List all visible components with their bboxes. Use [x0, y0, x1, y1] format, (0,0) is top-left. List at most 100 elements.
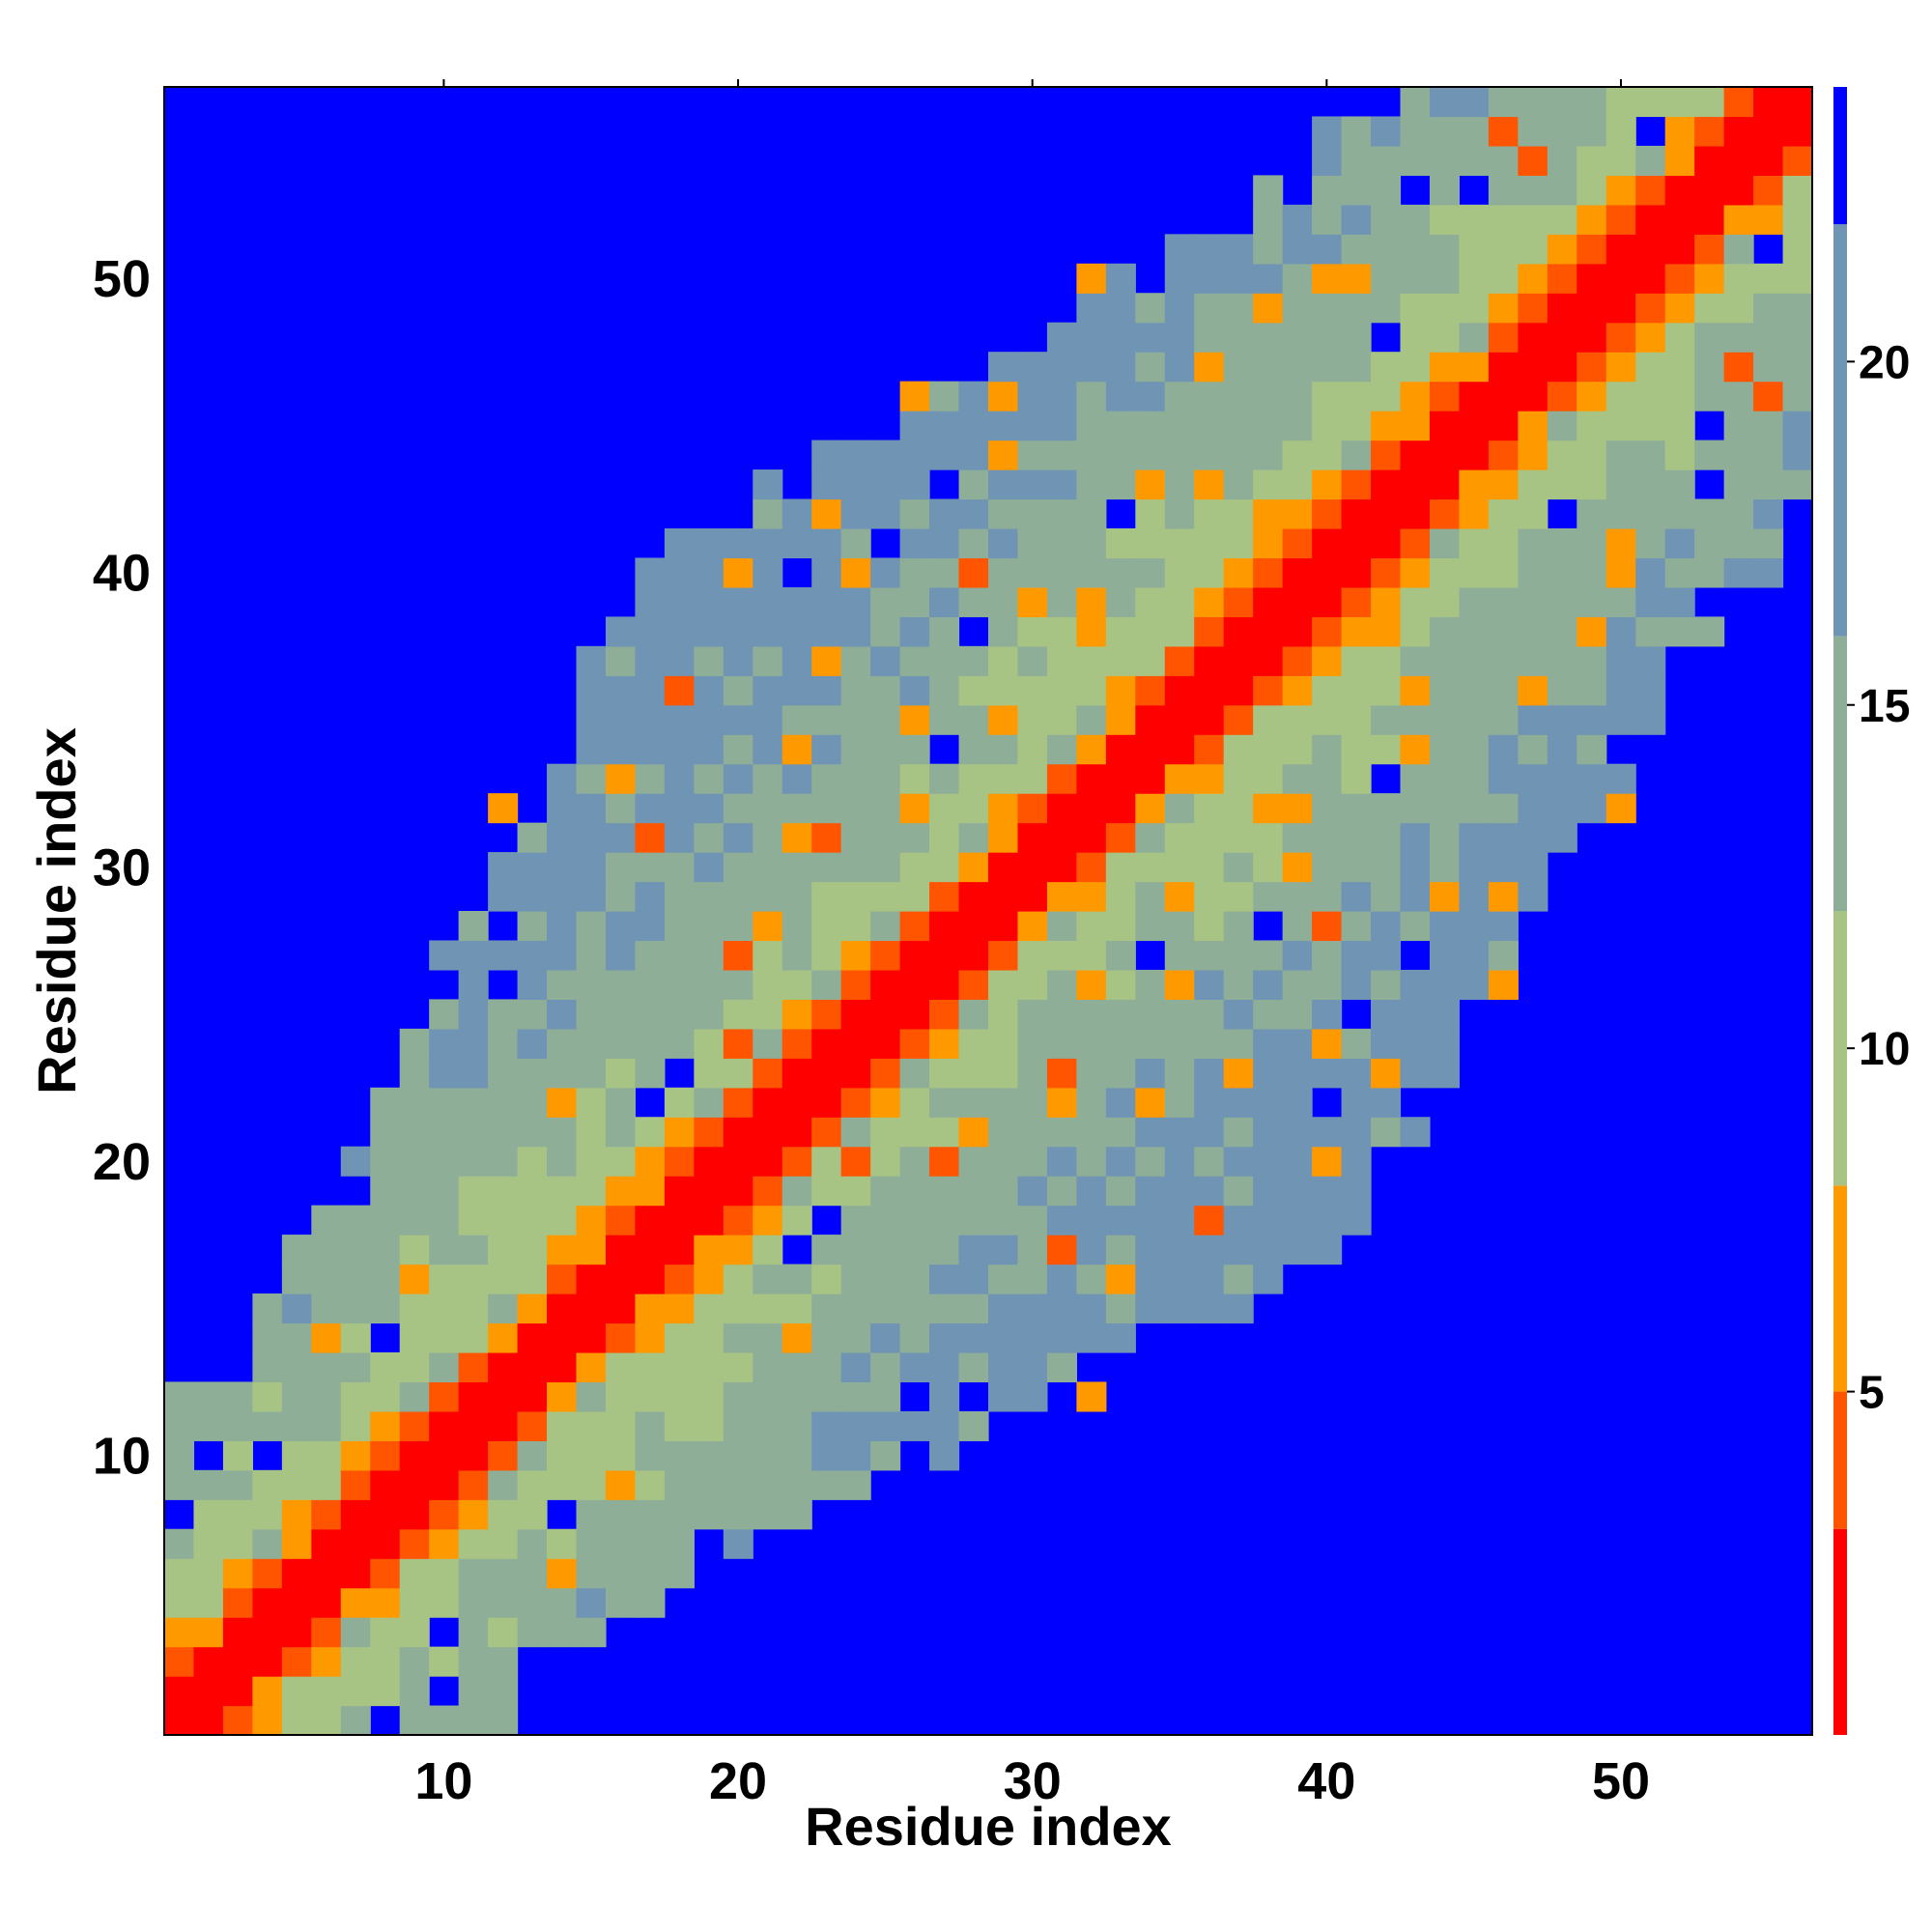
heatmap-cell	[1282, 1235, 1313, 1265]
heatmap-cell	[1341, 263, 1372, 294]
heatmap-cell	[694, 793, 724, 824]
heatmap-cell	[1782, 469, 1813, 500]
heatmap-cell	[1459, 616, 1490, 647]
heatmap-cell	[1194, 1117, 1225, 1148]
heatmap-cell	[1194, 469, 1225, 500]
heatmap-cell	[1518, 763, 1548, 794]
heatmap-cell	[458, 1351, 489, 1383]
heatmap-cell	[1164, 263, 1195, 294]
heatmap-cell	[1253, 1235, 1284, 1265]
heatmap-cell	[664, 1499, 695, 1530]
heatmap-cell	[1577, 411, 1607, 441]
heatmap-cell	[781, 1264, 812, 1294]
heatmap-cell	[1459, 645, 1490, 676]
heatmap-cell	[517, 1617, 548, 1648]
heatmap-cell	[605, 1205, 637, 1236]
heatmap-cell	[1371, 381, 1402, 412]
heatmap-cell	[1223, 527, 1254, 559]
heatmap-cell	[988, 557, 1019, 588]
heatmap-cell	[811, 999, 842, 1030]
heatmap-cell	[958, 852, 989, 883]
heatmap-cell	[811, 1264, 842, 1294]
heatmap-cell	[1076, 734, 1107, 765]
heatmap-cell	[1753, 352, 1784, 383]
heatmap-cell	[222, 1469, 253, 1500]
heatmap-cell	[1605, 234, 1636, 265]
heatmap-cell	[694, 1351, 724, 1383]
heatmap-cell	[1194, 763, 1225, 794]
heatmap-cell	[1135, 763, 1166, 794]
heatmap-cell	[1341, 1058, 1372, 1089]
heatmap-cell	[753, 1087, 783, 1118]
heatmap-cell	[164, 1587, 195, 1618]
heatmap-cell	[753, 940, 783, 971]
heatmap-cell	[1223, 1146, 1254, 1177]
heatmap-cell	[1164, 527, 1195, 559]
heatmap-cell	[399, 1264, 430, 1294]
heatmap-cell	[1282, 411, 1313, 441]
heatmap-cell	[840, 1440, 871, 1471]
heatmap-cell	[1312, 322, 1343, 353]
heatmap-cell	[281, 1381, 312, 1412]
heatmap-cell	[1429, 234, 1461, 265]
heatmap-cell	[370, 1528, 401, 1559]
heatmap-cell	[1429, 411, 1461, 441]
heatmap-cell	[1459, 763, 1490, 794]
heatmap-cell	[723, 881, 753, 912]
heatmap-cell	[635, 911, 666, 942]
heatmap-cell	[488, 1410, 519, 1441]
heatmap-cell	[1312, 145, 1343, 176]
heatmap-cell	[340, 1469, 371, 1500]
heatmap-cell	[1164, 352, 1195, 383]
heatmap-cell	[899, 1176, 930, 1207]
heatmap-cell	[781, 911, 812, 942]
heatmap-cell	[458, 1587, 489, 1618]
heatmap-cell	[1105, 1117, 1136, 1148]
heatmap-cell	[1459, 704, 1490, 735]
heatmap-cell	[899, 616, 930, 647]
heatmap-cell	[1400, 852, 1431, 883]
heatmap-cell	[1429, 645, 1461, 676]
heatmap-cell	[1076, 440, 1107, 470]
heatmap-cell	[1253, 793, 1284, 824]
heatmap-cell	[753, 1058, 783, 1089]
heatmap-cell	[1164, 969, 1195, 1000]
heatmap-cell	[429, 940, 460, 971]
heatmap-cell	[870, 763, 901, 794]
heatmap-cell	[1605, 352, 1636, 383]
heatmap-cell	[1017, 469, 1048, 500]
heatmap-cell	[193, 1558, 224, 1589]
heatmap-cell	[1371, 145, 1402, 176]
heatmap-cell	[1664, 145, 1695, 176]
heatmap-cell	[958, 1264, 989, 1294]
heatmap-cell	[840, 1176, 871, 1207]
heatmap-cell	[1017, 1028, 1048, 1059]
heatmap-cell	[753, 675, 783, 706]
heatmap-cell	[664, 940, 695, 971]
heatmap-cell	[1046, 881, 1077, 912]
heatmap-cell	[1635, 352, 1666, 383]
heatmap-cell	[1017, 1146, 1048, 1177]
heatmap-cell	[664, 1146, 695, 1177]
heatmap-cell	[899, 1322, 930, 1353]
heatmap-cell	[458, 1264, 489, 1294]
heatmap-cell	[429, 1440, 460, 1471]
heatmap-cell	[1429, 586, 1461, 617]
heatmap-cell	[1194, 704, 1225, 735]
heatmap-cell	[1341, 763, 1372, 794]
heatmap-cell	[1312, 999, 1343, 1030]
heatmap-cell	[811, 645, 842, 676]
heatmap-cell	[899, 940, 930, 971]
heatmap-cell	[1164, 381, 1195, 412]
heatmap-cell	[458, 1381, 489, 1412]
heatmap-cell	[1371, 234, 1402, 265]
heatmap-cell	[1135, 1176, 1166, 1207]
heatmap-cell	[399, 1146, 430, 1177]
heatmap-cell	[340, 1351, 371, 1383]
heatmap-cell	[1518, 557, 1548, 588]
heatmap-cell	[1371, 293, 1402, 324]
heatmap-cell	[340, 1146, 371, 1177]
heatmap-cell	[958, 911, 989, 942]
heatmap-cell	[1664, 527, 1695, 559]
heatmap-cell	[899, 1293, 930, 1324]
